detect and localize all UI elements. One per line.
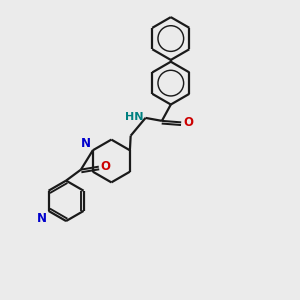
Text: N: N [81, 137, 91, 150]
Text: HN: HN [125, 112, 143, 122]
Text: O: O [183, 116, 193, 129]
Text: N: N [37, 212, 47, 225]
Text: O: O [101, 160, 111, 173]
